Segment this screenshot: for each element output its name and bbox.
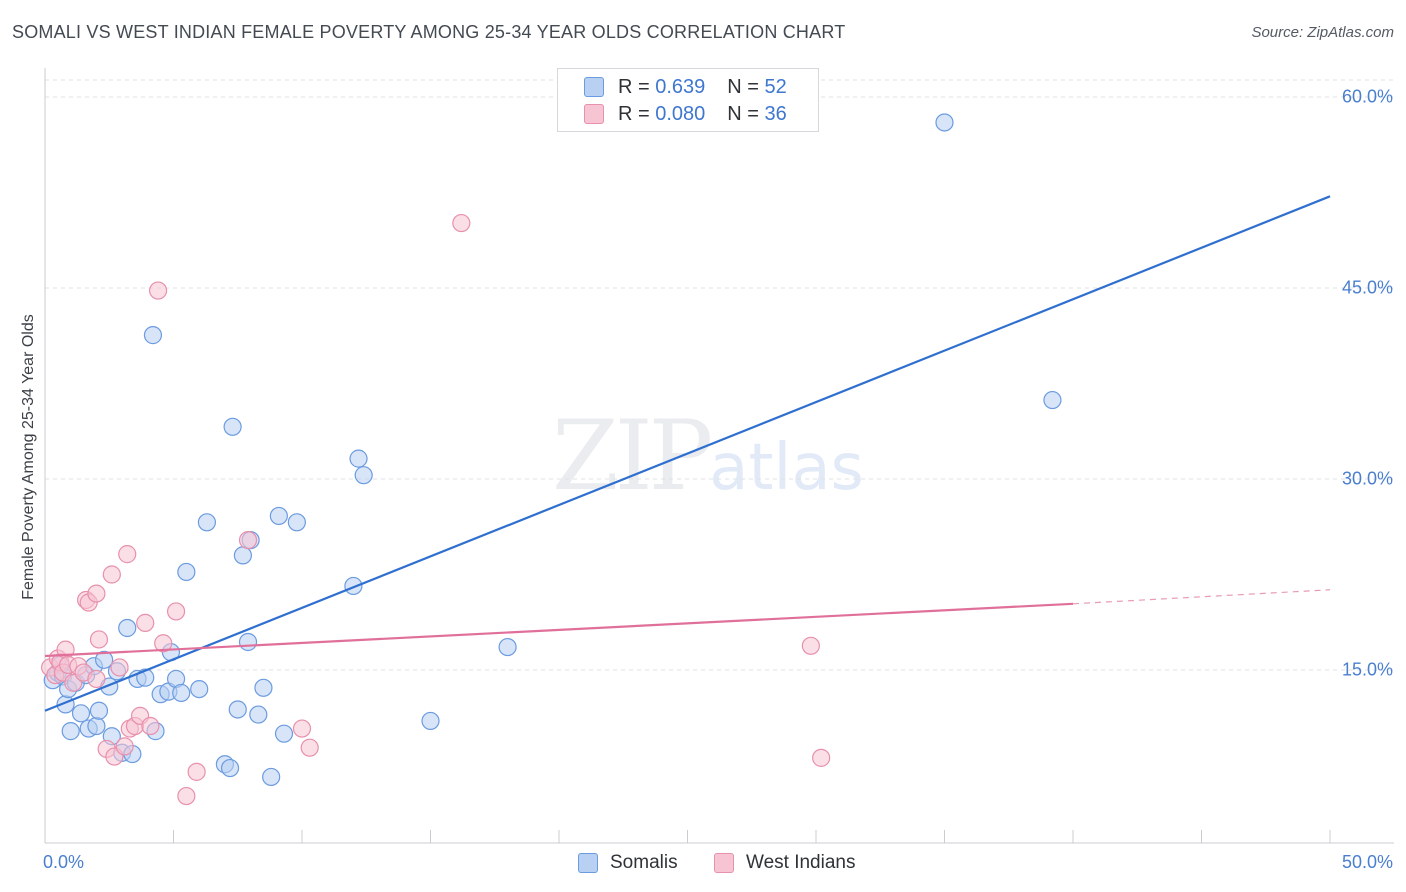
somalis-point bbox=[274, 724, 294, 743]
somalis-point bbox=[344, 576, 363, 596]
somalis-swatch bbox=[578, 853, 598, 873]
somalis-point bbox=[249, 705, 268, 724]
somalis-point bbox=[421, 711, 440, 731]
r-value: 0.639 bbox=[655, 75, 706, 98]
watermark-zip: ZIP bbox=[552, 400, 713, 512]
n-label: N = bbox=[727, 75, 759, 98]
west-indians-point bbox=[166, 602, 186, 621]
west-indians-swatch bbox=[584, 104, 604, 124]
somalis-point bbox=[118, 618, 137, 638]
chart-title: SOMALI VS WEST INDIAN FEMALE POVERTY AMO… bbox=[12, 22, 846, 42]
west-indians-point bbox=[115, 737, 134, 756]
n-value: 36 bbox=[764, 102, 787, 125]
west-indians-point bbox=[801, 636, 820, 655]
bottom-legend-west-indians: West Indians bbox=[714, 852, 855, 874]
west-indians-point bbox=[102, 565, 121, 584]
west-indians-point bbox=[812, 748, 831, 767]
somalis-point bbox=[177, 562, 196, 582]
somalis-point bbox=[223, 417, 242, 436]
west-indians-trend-extension bbox=[1072, 589, 1331, 605]
watermark: ZIPatlas bbox=[552, 400, 864, 512]
y-tick-label: 15.0% bbox=[1341, 659, 1393, 680]
somalis-point bbox=[262, 767, 281, 787]
y-tick-label: 45.0% bbox=[1341, 277, 1393, 298]
west-indians-point bbox=[187, 762, 206, 781]
somalis-point bbox=[172, 683, 191, 703]
somalis-point bbox=[87, 716, 106, 736]
data-points bbox=[41, 113, 1062, 806]
west-indians-point bbox=[452, 213, 471, 233]
y-axis-label: Female Poverty Among 25-34 Year Olds bbox=[20, 314, 37, 600]
grid-lines bbox=[45, 79, 1394, 671]
somalis-point bbox=[269, 506, 288, 526]
somalis-point bbox=[61, 722, 80, 741]
somalis-point bbox=[254, 678, 273, 697]
somalis-point bbox=[233, 546, 252, 565]
bottom-legend-somalis: Somalis bbox=[578, 852, 678, 874]
trend-lines bbox=[44, 195, 1331, 712]
somalis-point bbox=[220, 758, 240, 778]
n-value: 52 bbox=[764, 75, 787, 98]
west-indians-point bbox=[141, 716, 160, 736]
somalis-point bbox=[95, 650, 114, 669]
x-tick-label: 50.0% bbox=[1341, 852, 1393, 872]
source-label: Source: ZipAtlas.com bbox=[1251, 24, 1394, 41]
somalis-point bbox=[143, 326, 163, 345]
west-indians-point bbox=[89, 630, 109, 649]
west-indians-point bbox=[136, 613, 155, 632]
somalis-trend-line bbox=[44, 195, 1331, 712]
y-tick-label: 30.0% bbox=[1341, 468, 1393, 489]
west-indians-point bbox=[238, 531, 258, 550]
west-indians-point bbox=[292, 719, 312, 738]
somalis-point bbox=[287, 513, 306, 532]
legend-row-somalis: R = 0.639 N = 52 bbox=[584, 75, 787, 99]
somalis-point bbox=[190, 679, 209, 699]
somalis-point bbox=[935, 113, 954, 132]
somalis-point bbox=[349, 449, 368, 468]
west-indians-point bbox=[154, 634, 173, 653]
west-indians-point bbox=[148, 281, 168, 300]
somalis-point bbox=[498, 637, 517, 657]
somalis-label: Somalis bbox=[610, 852, 678, 873]
axes bbox=[44, 68, 1394, 844]
r-label: R = bbox=[618, 102, 650, 125]
n-label: N = bbox=[727, 102, 759, 125]
legend-box: R = 0.639 N = 52 R = 0.080 N = 36 bbox=[557, 68, 819, 132]
somalis-point bbox=[238, 632, 258, 652]
somalis-point bbox=[228, 700, 247, 719]
west-indians-point bbox=[87, 669, 106, 689]
west-indians-swatch bbox=[714, 853, 734, 873]
west-indians-point bbox=[300, 738, 319, 757]
y-tick-label: 60.0% bbox=[1341, 86, 1393, 107]
r-value: 0.080 bbox=[655, 102, 706, 125]
west-indians-label: West Indians bbox=[746, 852, 856, 873]
west-indians-point bbox=[118, 545, 137, 564]
west-indians-point bbox=[87, 584, 106, 603]
west-indians-trend-line bbox=[44, 602, 1074, 658]
somalis-point bbox=[197, 513, 217, 532]
x-tick-label: 0.0% bbox=[43, 852, 85, 872]
somalis-swatch bbox=[584, 77, 604, 97]
legend-row-west-indians: R = 0.080 N = 36 bbox=[584, 102, 787, 126]
somalis-point bbox=[89, 701, 109, 720]
watermark-atlas: atlas bbox=[709, 431, 864, 505]
west-indians-point bbox=[110, 658, 129, 677]
somalis-point bbox=[71, 704, 91, 723]
somalis-point bbox=[1043, 390, 1062, 410]
r-label: R = bbox=[618, 75, 650, 98]
somalis-point bbox=[354, 466, 373, 485]
west-indians-point bbox=[177, 786, 196, 806]
